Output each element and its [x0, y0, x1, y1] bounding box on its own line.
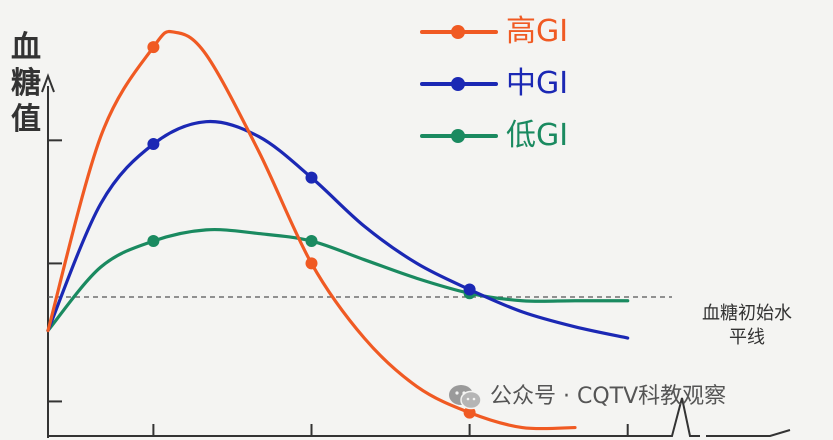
legend-marker-mid-gi [451, 77, 465, 91]
point-high-gi-2 [463, 406, 476, 419]
point-mid-gi-1 [305, 171, 318, 184]
x-axis-arrow [706, 429, 791, 437]
legend-label-low-gi: 低GI [506, 118, 569, 153]
legend-marker-low-gi [451, 129, 465, 143]
series-line-low-gi [46, 227, 630, 333]
watermark-text: 公众号 · CQTV科教观察 [490, 384, 727, 409]
point-mid-gi-2 [463, 283, 476, 296]
legend-item-mid-gi: 中GI [420, 64, 640, 104]
legend-item-high-gi: 高GI [420, 12, 640, 52]
y-axis-arrow [41, 73, 55, 93]
point-mid-gi-0 [147, 138, 160, 151]
y-axis-label: 血糖值 [11, 30, 41, 137]
axes-layer [41, 73, 791, 438]
wechat-icon [449, 385, 482, 410]
legend-label-high-gi: 高GI [506, 14, 569, 49]
series-layer [46, 29, 630, 431]
point-high-gi-0 [147, 41, 160, 54]
series-line-mid-gi [46, 119, 630, 340]
point-low-gi-1 [305, 235, 318, 248]
legend-marker-high-gi [451, 25, 465, 39]
point-low-gi-0 [147, 235, 160, 248]
x-axis-line [48, 397, 700, 437]
legend-item-low-gi: 低GI [420, 116, 640, 156]
point-high-gi-1 [305, 257, 318, 270]
baseline-label: 血糖初始水平线 [702, 303, 792, 348]
legend-label-mid-gi: 中GI [506, 66, 569, 101]
